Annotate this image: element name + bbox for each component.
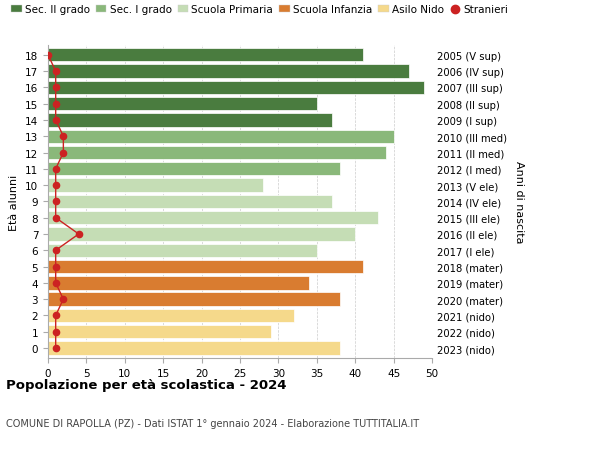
Bar — [48, 309, 294, 322]
Bar — [48, 260, 363, 274]
Bar — [48, 146, 386, 160]
Bar — [48, 228, 355, 241]
Bar — [48, 114, 332, 127]
Text: Popolazione per età scolastica - 2024: Popolazione per età scolastica - 2024 — [6, 379, 287, 392]
Bar — [48, 277, 309, 290]
Bar — [48, 244, 317, 257]
Bar — [48, 65, 409, 78]
Legend: Sec. II grado, Sec. I grado, Scuola Primaria, Scuola Infanzia, Asilo Nido, Stran: Sec. II grado, Sec. I grado, Scuola Prim… — [11, 5, 509, 15]
Y-axis label: Età alunni: Età alunni — [10, 174, 19, 230]
Text: COMUNE DI RAPOLLA (PZ) - Dati ISTAT 1° gennaio 2024 - Elaborazione TUTTITALIA.IT: COMUNE DI RAPOLLA (PZ) - Dati ISTAT 1° g… — [6, 418, 419, 428]
Bar — [48, 82, 424, 95]
Bar — [48, 163, 340, 176]
Bar — [48, 293, 340, 306]
Bar — [48, 130, 394, 144]
Bar — [48, 212, 378, 225]
Bar — [48, 341, 340, 355]
Bar — [48, 49, 363, 62]
Bar — [48, 179, 263, 192]
Bar — [48, 325, 271, 339]
Bar — [48, 195, 332, 209]
Bar — [48, 98, 317, 111]
Y-axis label: Anni di nascita: Anni di nascita — [514, 161, 524, 243]
